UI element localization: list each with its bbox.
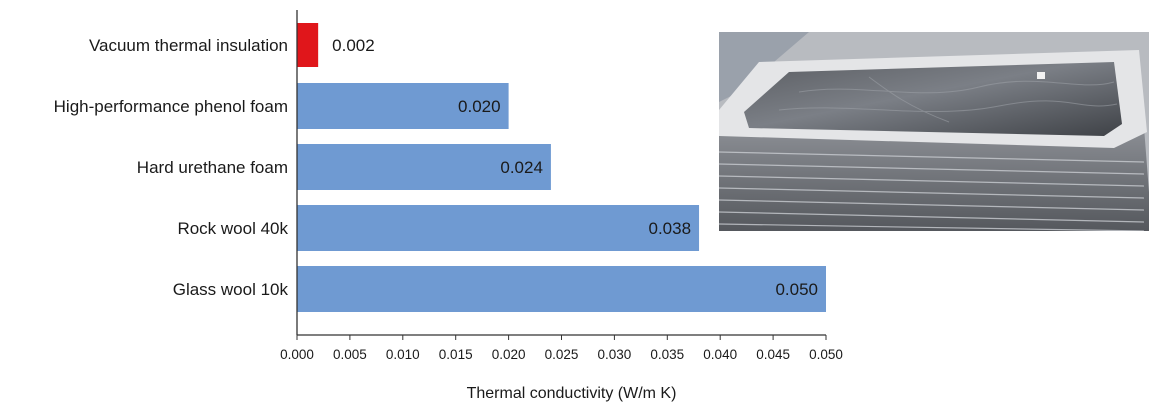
data-label-4: 0.050 bbox=[775, 280, 818, 299]
x-tick-label-10: 0.050 bbox=[809, 347, 843, 362]
x-axis-title: Thermal conductivity (W/m K) bbox=[467, 385, 677, 402]
bar-0 bbox=[297, 23, 319, 67]
x-tick-label-9: 0.045 bbox=[756, 347, 790, 362]
data-label-1: 0.020 bbox=[458, 97, 501, 116]
bars-group bbox=[297, 23, 826, 312]
bar-4 bbox=[297, 266, 826, 312]
x-tick-label-8: 0.040 bbox=[703, 347, 737, 362]
bar-2 bbox=[297, 144, 551, 190]
x-axis: 0.000 0.005 0.010 0.015 0.020 0.025 0.030 0.035… bbox=[280, 334, 843, 362]
category-labels: Vacuum thermal insulation High-performanc… bbox=[54, 36, 289, 299]
x-tick-label-1: 0.005 bbox=[333, 347, 367, 362]
data-label-3: 0.038 bbox=[648, 219, 691, 238]
x-tick-label-5: 0.025 bbox=[545, 347, 579, 362]
category-label-0: Vacuum thermal insulation bbox=[89, 36, 288, 55]
x-tick-label-7: 0.035 bbox=[650, 347, 684, 362]
data-label-2: 0.024 bbox=[500, 158, 543, 177]
category-label-3: Rock wool 40k bbox=[177, 219, 288, 238]
bar-3 bbox=[297, 205, 700, 251]
x-tick-label-0: 0.000 bbox=[280, 347, 314, 362]
x-tick-label-3: 0.015 bbox=[439, 347, 473, 362]
category-label-4: Glass wool 10k bbox=[173, 280, 289, 299]
category-label-1: High-performance phenol foam bbox=[54, 97, 288, 116]
data-labels: 0.002 0.020 0.024 0.038 0.050 bbox=[332, 36, 818, 299]
category-label-2: Hard urethane foam bbox=[137, 158, 288, 177]
insulation-panel-photo bbox=[719, 32, 1149, 231]
x-tick-label-4: 0.020 bbox=[492, 347, 526, 362]
bar-1 bbox=[297, 83, 509, 129]
x-tick-label-2: 0.010 bbox=[386, 347, 420, 362]
x-tick-label-6: 0.030 bbox=[598, 347, 632, 362]
data-label-0: 0.002 bbox=[332, 36, 375, 55]
